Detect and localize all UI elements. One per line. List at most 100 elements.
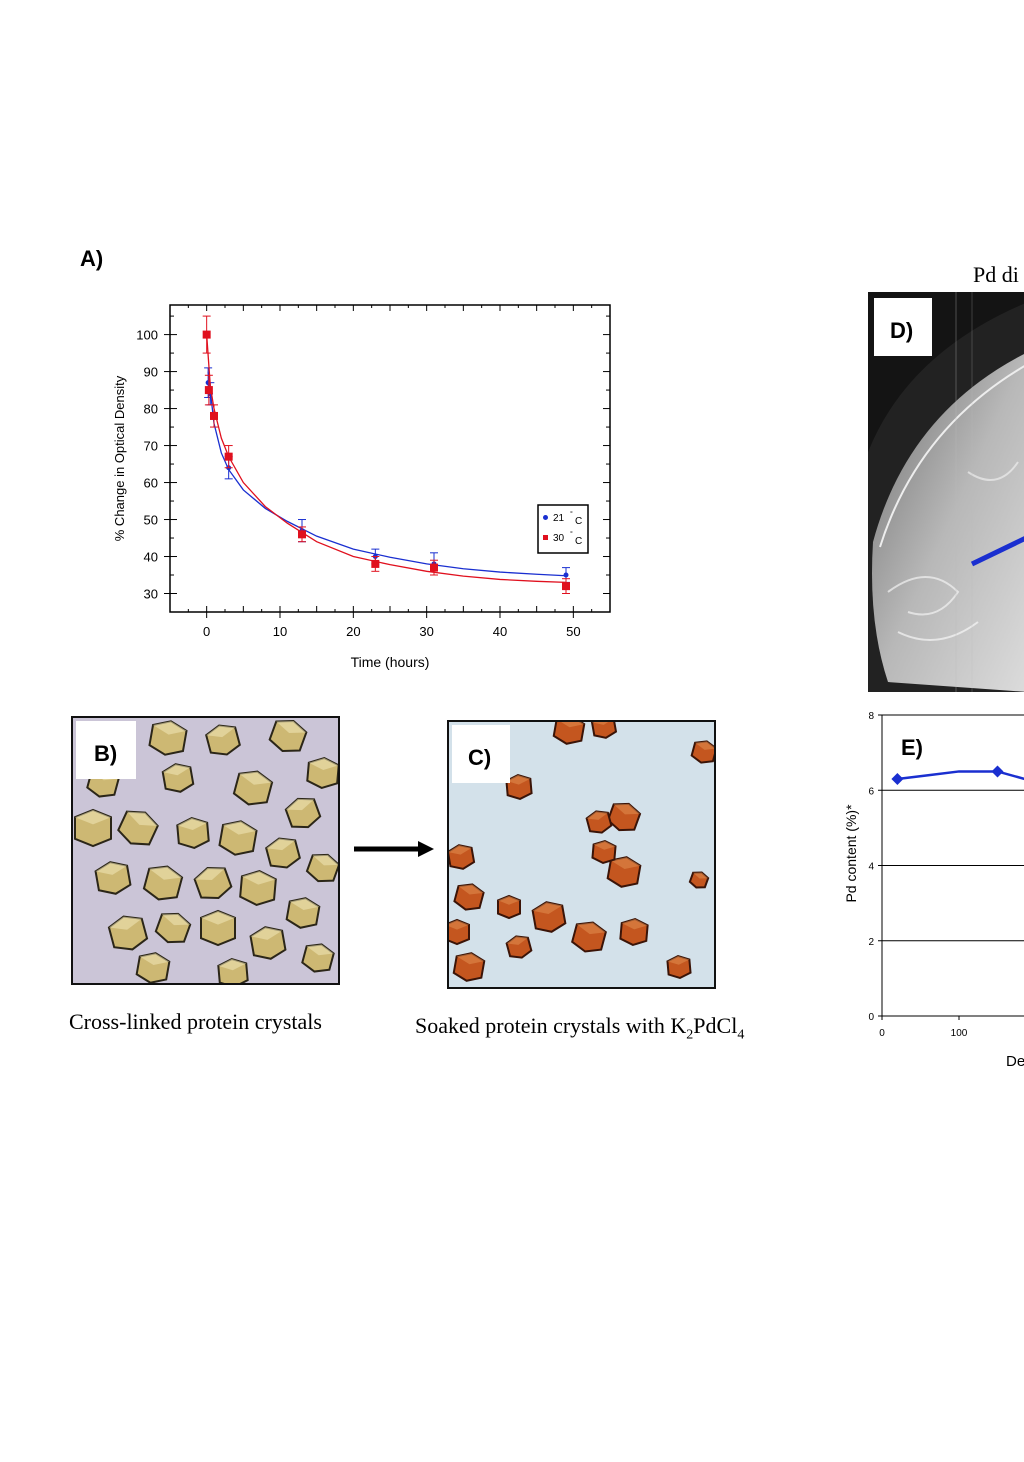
crystal-facet	[218, 959, 247, 971]
crystal-facet	[576, 922, 606, 935]
crystal	[590, 722, 618, 739]
crystal	[571, 921, 607, 953]
y-tick-label: 90	[144, 365, 158, 380]
crystal-facet	[250, 927, 283, 940]
crystal-facet	[456, 953, 485, 965]
y-tick-label: 2	[868, 937, 874, 948]
crystal	[306, 756, 338, 790]
legend-marker	[543, 515, 548, 520]
crystal-facet	[556, 722, 585, 728]
crystal-facet	[95, 862, 128, 875]
crystal	[74, 808, 112, 848]
crystal-facet	[149, 866, 183, 880]
cross-linked-crystals-photo: B)	[71, 716, 340, 985]
crystal	[193, 866, 233, 900]
soaked-crystals-photo: C)	[447, 720, 716, 989]
crystal-facet	[592, 722, 614, 725]
y-tick-label: 70	[144, 439, 158, 454]
y-tick-label: 0	[868, 1012, 874, 1023]
crystal-facet	[306, 944, 334, 956]
caption-c: Soaked protein crystals with K2PdCl4	[415, 1013, 744, 1043]
y-tick-label: 50	[144, 513, 158, 528]
crystal	[606, 802, 642, 832]
data-point-square	[224, 452, 233, 461]
crystal	[690, 740, 714, 764]
y-tick-label: 40	[144, 550, 158, 565]
data-point-diamond	[991, 765, 1004, 778]
crystal-facet	[126, 811, 158, 826]
x-tick-label: 40	[493, 624, 507, 639]
panel-label-a: A)	[80, 246, 104, 271]
crystal-facet	[276, 720, 307, 733]
y-tick-label: 100	[136, 328, 158, 343]
crystal	[117, 810, 159, 846]
crystal-facet	[458, 884, 484, 895]
panel-label-d: D)	[890, 318, 914, 343]
legend-marker	[543, 535, 548, 540]
crystal	[284, 797, 322, 829]
x-tick-label: 0	[879, 1028, 885, 1039]
arrow-icon	[354, 841, 434, 857]
pd-content-line	[897, 770, 1024, 781]
data-point-square	[371, 559, 380, 568]
chart-legend: 21 °C30 °C	[537, 504, 589, 554]
crystal-facet	[621, 919, 648, 930]
crystal	[591, 839, 617, 865]
optical-density-chart: 0 10 20 30 40 50 30 40 50 60 70 80 90 100 Time (hours)…	[112, 304, 611, 670]
crystal	[505, 773, 533, 801]
data-point-square	[430, 563, 438, 572]
panel-label-b: B)	[94, 741, 118, 766]
caption-c-prefix: Soaked protein crystals with K	[415, 1013, 687, 1038]
crystal	[148, 720, 188, 756]
y-tick-label: 4	[868, 862, 874, 873]
crystal-facet	[161, 913, 191, 926]
data-point-square	[204, 386, 213, 395]
y-axis-label: Pd content (%)*	[843, 804, 859, 903]
crystal-facet	[586, 811, 608, 820]
caption-c-sub2: 4	[737, 1027, 745, 1043]
crystal	[301, 943, 335, 973]
crystal	[265, 837, 301, 869]
crystal	[154, 912, 192, 944]
crystal-facet	[162, 764, 191, 776]
caption-c-sub1: 2	[686, 1027, 694, 1043]
legend-degree: °	[570, 530, 573, 538]
legend-value: 21	[553, 513, 565, 524]
x-axis-label: Time (hours)	[351, 654, 430, 670]
crystal	[217, 957, 249, 983]
crystal	[142, 865, 184, 901]
crystal	[176, 816, 210, 850]
crystal	[285, 897, 321, 929]
crystal-facet	[194, 867, 225, 880]
crystal	[585, 810, 613, 834]
caption-b: Cross-linked protein crystals	[69, 1009, 322, 1034]
crystal	[688, 871, 710, 889]
crystal-facet	[532, 902, 563, 915]
x-tick-label: 20	[346, 624, 360, 639]
crystal-facet	[223, 821, 257, 835]
fit-curve-series-1	[206, 334, 567, 584]
panel-label-c: C)	[468, 745, 492, 770]
data-point-circle	[563, 572, 569, 578]
crystal	[268, 719, 308, 753]
pd-content-chart: 0 2 4 6 8 0 100 De Pd content (%)* E)	[843, 711, 1024, 1070]
crystal-facet	[506, 936, 528, 945]
plot-frame	[169, 304, 611, 613]
y-tick-label: 6	[868, 786, 874, 797]
fit-curve-series-0	[207, 371, 567, 577]
crystal	[606, 856, 642, 888]
crystal	[666, 954, 692, 980]
crystal	[449, 844, 476, 870]
crystal-photo-c-drawing	[449, 722, 714, 982]
data-point-square	[298, 530, 306, 539]
crystal-facet	[498, 896, 520, 905]
panel-label-e: E)	[901, 735, 923, 760]
crystal-facet	[239, 771, 273, 785]
legend-unit: C	[575, 536, 582, 547]
legend-degree: °	[570, 510, 573, 518]
crystal	[161, 763, 195, 793]
crystal	[505, 935, 533, 959]
crystal-facet	[449, 920, 469, 930]
crystal	[452, 952, 486, 982]
crystal	[107, 915, 149, 951]
